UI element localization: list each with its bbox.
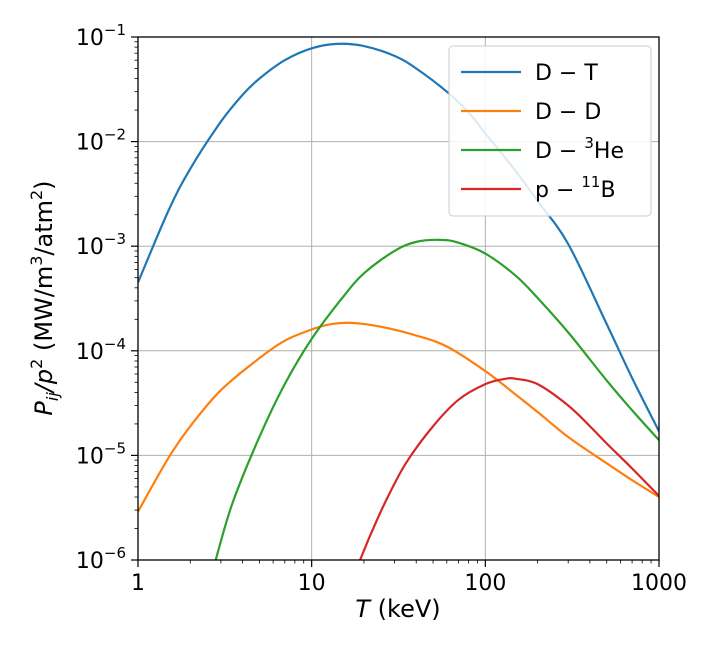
y-axis-label-p: P (30, 401, 58, 416)
x-axis-label: T (keV) (355, 595, 440, 623)
series-line (359, 377, 659, 560)
legend-label-sup: 3 (584, 134, 594, 152)
legend-label-post: He (594, 139, 624, 164)
legend-label-text: D − T (535, 61, 598, 86)
y-tick-label: 10−5 (76, 439, 126, 469)
y-tick-label-exp: −5 (104, 439, 126, 457)
series-line (138, 42, 659, 432)
x-tick-label: 1000 (631, 571, 687, 596)
y-tick-label-base: 10 (76, 131, 104, 156)
y-axis-label-close: ) (30, 180, 58, 189)
legend: D − T D − D D − 3He p − 11B (448, 45, 652, 217)
legend-label-text: D − D (535, 100, 601, 125)
series-line (138, 321, 659, 513)
x-tick-label: 1 (131, 571, 145, 596)
legend-label: D − T (535, 61, 598, 86)
y-tick-label-exp: −4 (104, 335, 126, 353)
y-tick-label-exp: −3 (104, 230, 126, 248)
y-tick-label: 10−6 (76, 544, 126, 574)
x-axis-label-var: T (355, 595, 372, 623)
legend-label: D − D (535, 100, 601, 125)
y-axis-label-sup2b: 2 (27, 190, 46, 200)
legend-box (448, 45, 652, 217)
y-tick-label-base: 10 (76, 235, 104, 260)
y-axis-label: Pij/p2 (MW/m3/atm2) (27, 180, 62, 415)
y-axis-label-sub: ij (43, 392, 62, 401)
y-axis-label-mid: /atm (30, 200, 58, 256)
y-tick-label: 10−1 (76, 21, 126, 51)
legend-label: D − 3He (535, 134, 624, 164)
series-line (214, 238, 659, 560)
y-tick-label-exp: −6 (104, 544, 126, 562)
legend-label-post: B (600, 178, 615, 203)
plot-frame (137, 36, 660, 561)
y-tick-label-base: 10 (76, 549, 104, 574)
legend-label-text: D − (535, 139, 584, 164)
x-axis-label-unit: (keV) (370, 595, 441, 623)
y-tick-label: 10−2 (76, 126, 126, 156)
y-tick-label-base: 10 (76, 340, 104, 365)
y-axis-label-sup3: 3 (27, 256, 46, 266)
y-tick-label: 10−3 (76, 230, 126, 260)
y-tick-label-exp: −2 (104, 126, 126, 144)
y-axis-label-sup2: 2 (27, 359, 46, 369)
y-tick-label: 10−4 (76, 335, 126, 365)
plot-lines (138, 42, 659, 560)
x-tick-label: 10 (298, 571, 326, 596)
y-axis-label-div: /p (30, 369, 58, 394)
legend-label-sup: 11 (581, 173, 600, 191)
y-tick-label-base: 10 (76, 444, 104, 469)
x-tick-label: 100 (464, 571, 506, 596)
y-tick-label-base: 10 (76, 26, 104, 51)
y-axis-label-open: (MW/m (30, 266, 58, 359)
legend-label-text: p − (535, 178, 581, 203)
y-tick-label-exp: −1 (104, 21, 126, 39)
legend-label: p − 11B (535, 173, 616, 203)
